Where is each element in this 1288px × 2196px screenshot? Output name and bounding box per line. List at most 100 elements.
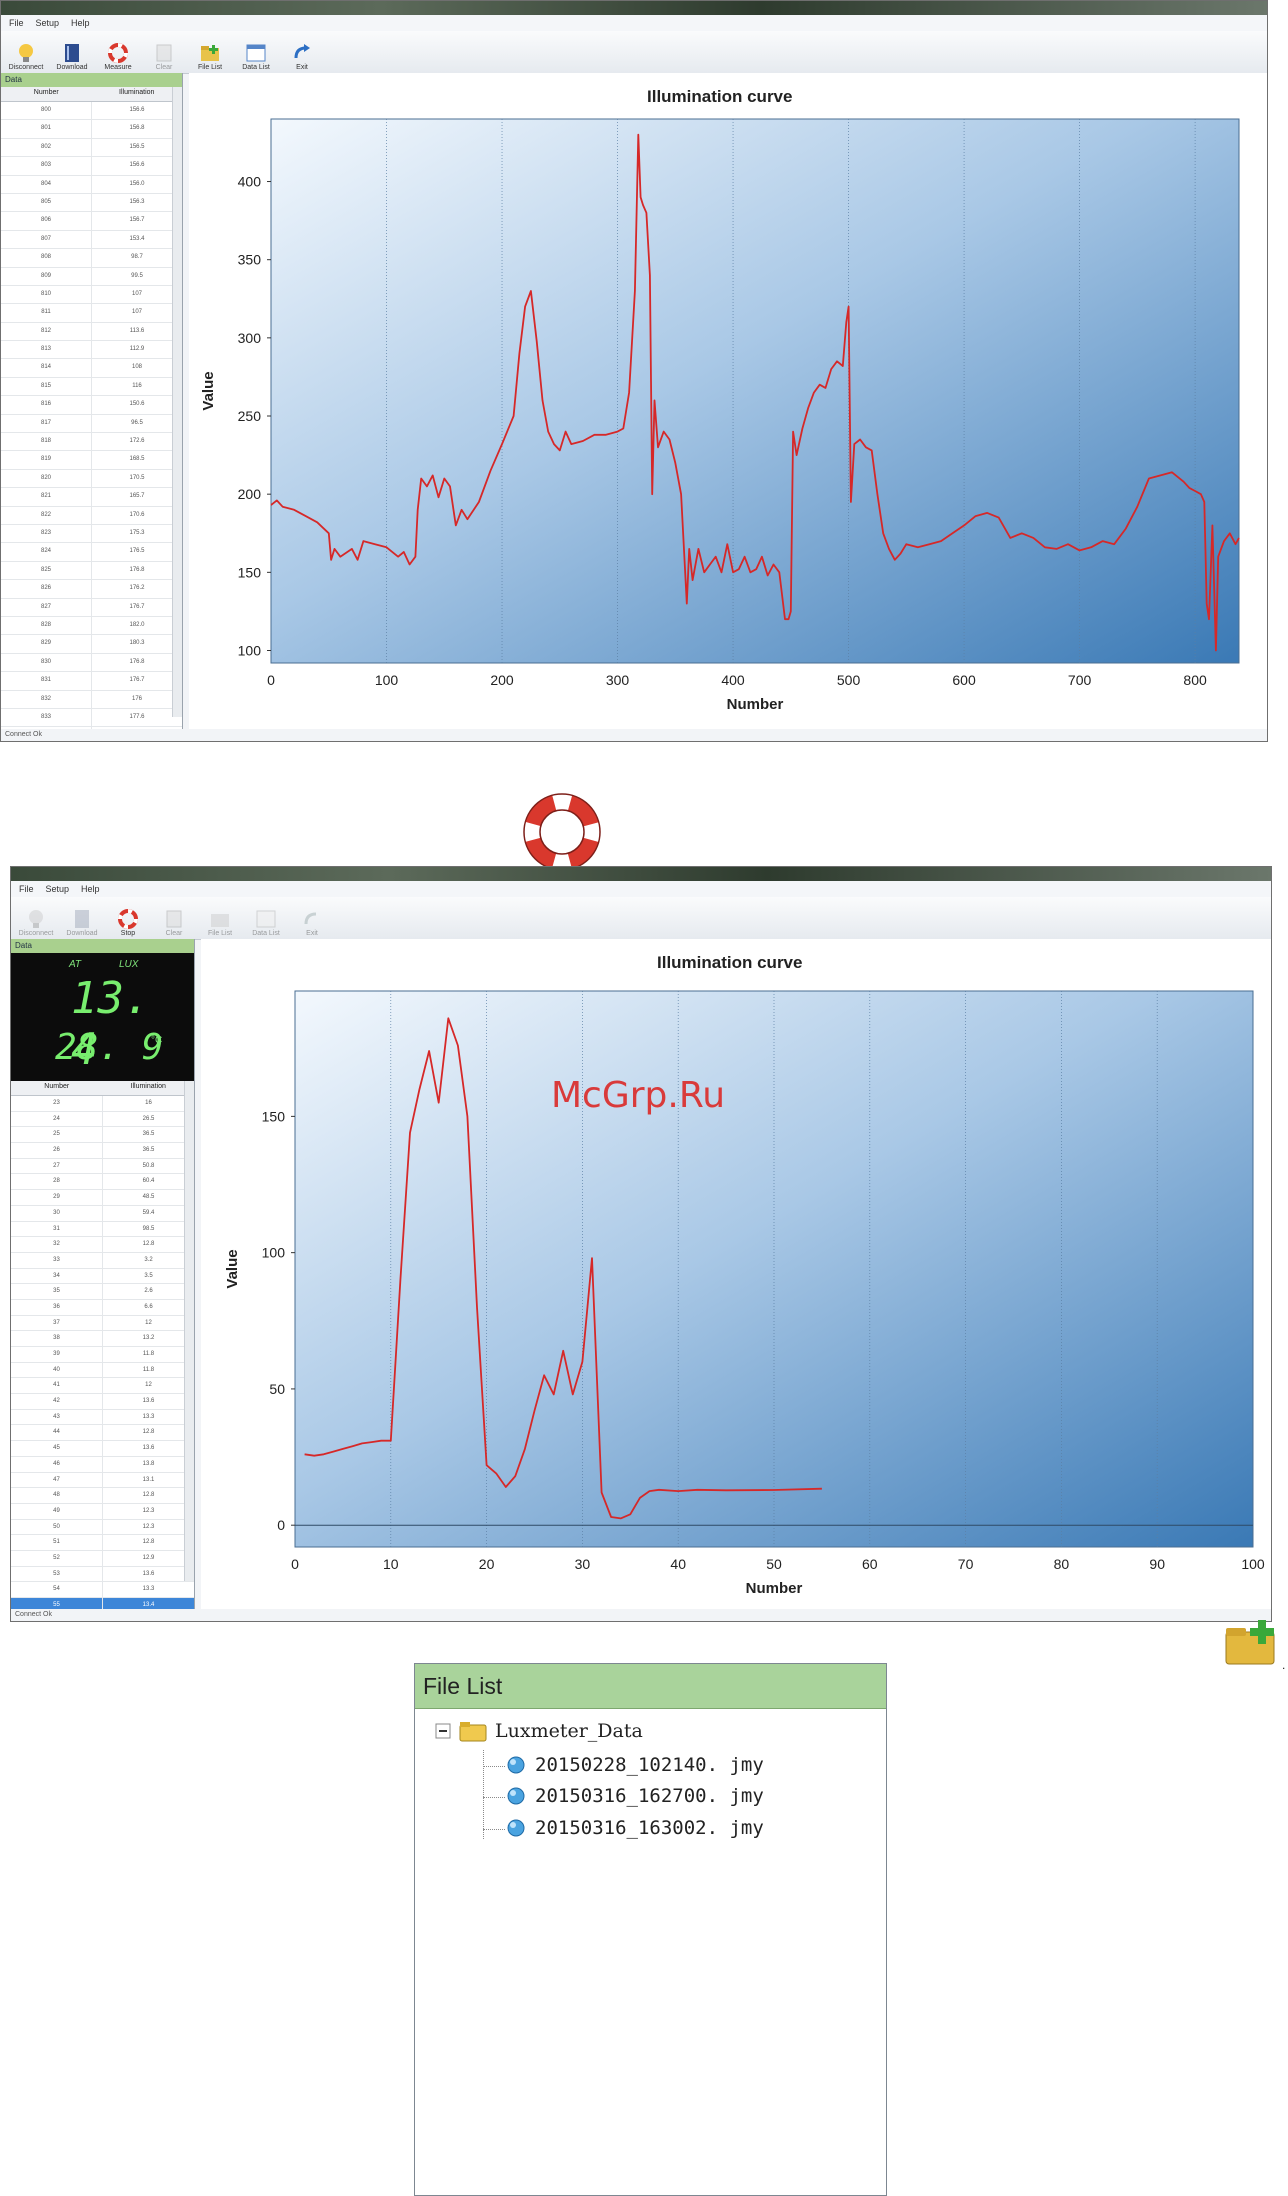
menu-setup[interactable]: Setup	[35, 18, 60, 28]
file-item[interactable]: 20150316_162700. jmy	[507, 1785, 764, 1807]
table-row[interactable]: 44 12.8	[11, 1425, 194, 1442]
table-row[interactable]: 25 36.5	[11, 1127, 194, 1144]
table-row[interactable]: 41 12	[11, 1378, 194, 1395]
download-button[interactable]: Download	[61, 908, 103, 937]
table-row[interactable]: 33 3.2	[11, 1252, 194, 1269]
table-row[interactable]: 28 60.4	[11, 1174, 194, 1191]
table-row[interactable]: 814 108	[1, 359, 182, 378]
table-row[interactable]: 54 13.3	[11, 1582, 194, 1598]
table-row[interactable]: 813 112.9	[1, 341, 182, 360]
table-row[interactable]: 812 113.6	[1, 322, 182, 342]
table-row[interactable]: 825 176.8	[1, 561, 182, 581]
table-row[interactable]: 824 176.5	[1, 543, 182, 562]
menu-help[interactable]: Help	[81, 884, 100, 894]
table-row[interactable]: 52 12.9	[11, 1550, 194, 1567]
table-row[interactable]: 827 176.7	[1, 598, 182, 617]
table-row[interactable]: 35 2.6	[11, 1284, 194, 1300]
table-row[interactable]: 809 99.5	[1, 267, 182, 286]
table-row[interactable]: 829 180.3	[1, 635, 182, 654]
file-list-button[interactable]: File List	[199, 908, 241, 937]
data-list-button[interactable]: Data List	[245, 908, 287, 937]
table-row[interactable]: 833 177.6	[1, 708, 182, 728]
table-row[interactable]: 24 26.5	[11, 1111, 194, 1128]
table-row[interactable]: 47 13.1	[11, 1472, 194, 1489]
menu-setup[interactable]: Setup	[45, 884, 70, 894]
table-row[interactable]: 822 170.6	[1, 506, 182, 525]
table-row[interactable]: 804 156.0	[1, 175, 182, 194]
table-row[interactable]: 832 176	[1, 690, 182, 709]
measure-button[interactable]: Measure	[97, 42, 139, 71]
table-row[interactable]: 31 98.5	[11, 1221, 194, 1238]
table-row[interactable]: 26 36.5	[11, 1143, 194, 1159]
table-row[interactable]: 818 172.6	[1, 433, 182, 452]
data-table-scrollbar[interactable]	[172, 87, 182, 717]
table-row[interactable]: 806 156.7	[1, 212, 182, 231]
table-row[interactable]: 42 13.6	[11, 1394, 194, 1410]
data-list-button[interactable]: Data List	[235, 42, 277, 71]
file-item[interactable]: 20150228_102140. jmy	[507, 1754, 764, 1776]
table-row[interactable]: 40 11.8	[11, 1362, 194, 1379]
table-row[interactable]: 45 13.6	[11, 1441, 194, 1457]
column-number[interactable]: Number	[44, 1083, 70, 1090]
tree-root-folder[interactable]: Luxmeter_Data	[435, 1720, 643, 1742]
table-row[interactable]: 39 11.8	[11, 1347, 194, 1363]
table-row[interactable]: 46 13.8	[11, 1456, 194, 1473]
table-row[interactable]: 37 12	[11, 1315, 194, 1332]
file-item[interactable]: 20150316_163002. jmy	[507, 1817, 764, 1839]
clear-button[interactable]: Clear	[143, 42, 185, 71]
table-row[interactable]: 32 12.8	[11, 1237, 194, 1253]
table-row[interactable]: 826 176.2	[1, 580, 182, 599]
table-row[interactable]: 50 12.3	[11, 1519, 194, 1536]
table-row[interactable]: 43 13.3	[11, 1409, 194, 1426]
file-list-button[interactable]: File List	[189, 42, 231, 71]
table-row[interactable]: 801 156.8	[1, 120, 182, 139]
table-row[interactable]: 820 170.5	[1, 469, 182, 489]
table-row[interactable]: 815 116	[1, 377, 182, 397]
table-row[interactable]: 811 107	[1, 304, 182, 323]
table-row[interactable]: 828 182.0	[1, 616, 182, 636]
table-row[interactable]: 803 156.6	[1, 157, 182, 176]
disconnect-button[interactable]: Disconnect	[15, 908, 57, 937]
table-row[interactable]: 30 59.4	[11, 1205, 194, 1222]
download-button[interactable]: Download	[51, 42, 93, 71]
table-row[interactable]: 807 153.4	[1, 230, 182, 250]
menu-help[interactable]: Help	[71, 18, 90, 28]
table-row[interactable]: 802 156.5	[1, 138, 182, 158]
table-row[interactable]: 810 107	[1, 285, 182, 305]
column-illumination[interactable]: Illumination	[119, 89, 155, 96]
clear-button[interactable]: Clear	[153, 908, 195, 937]
table-row[interactable]: 800 156.6	[1, 102, 182, 121]
cell-number: 800	[1, 102, 92, 120]
table-row[interactable]: 816 150.6	[1, 396, 182, 415]
table-row[interactable]: 51 12.8	[11, 1535, 194, 1551]
table-row[interactable]: 55 13.4	[11, 1598, 194, 1609]
table-row[interactable]: 49 12.3	[11, 1503, 194, 1520]
table-row[interactable]: 34 3.5	[11, 1268, 194, 1285]
table-row[interactable]: 27 50.8	[11, 1158, 194, 1175]
exit-button[interactable]: Exit	[281, 42, 323, 71]
table-row[interactable]: 823 175.3	[1, 524, 182, 544]
table-row[interactable]: 808 98.7	[1, 249, 182, 268]
menu-file[interactable]: File	[19, 884, 34, 894]
table-row[interactable]: 38 13.2	[11, 1331, 194, 1347]
table-row[interactable]: 830 176.8	[1, 653, 182, 673]
table-row[interactable]: 817 96.5	[1, 414, 182, 434]
menu-file[interactable]: File	[9, 18, 24, 28]
table-row[interactable]: 831 176.7	[1, 672, 182, 691]
table-row[interactable]: 53 13.6	[11, 1566, 194, 1583]
column-illumination[interactable]: Illumination	[130, 1083, 166, 1090]
table-row[interactable]: 48 12.8	[11, 1488, 194, 1504]
column-number[interactable]: Number	[33, 89, 59, 96]
table-row[interactable]: 23 16	[11, 1096, 194, 1112]
x-tick-label: 70	[958, 1556, 974, 1572]
table-row[interactable]: 821 165.7	[1, 488, 182, 507]
collapse-icon[interactable]	[435, 1723, 451, 1739]
stop-button[interactable]: Stop	[107, 908, 149, 937]
disconnect-button[interactable]: Disconnect	[5, 42, 47, 71]
table-row[interactable]: 36 6.6	[11, 1299, 194, 1316]
table-row[interactable]: 29 48.5	[11, 1190, 194, 1206]
table-row[interactable]: 805 156.3	[1, 193, 182, 213]
data-table-scrollbar[interactable]	[184, 1081, 194, 1581]
table-row[interactable]: 819 168.5	[1, 451, 182, 470]
exit-button[interactable]: Exit	[291, 908, 333, 937]
